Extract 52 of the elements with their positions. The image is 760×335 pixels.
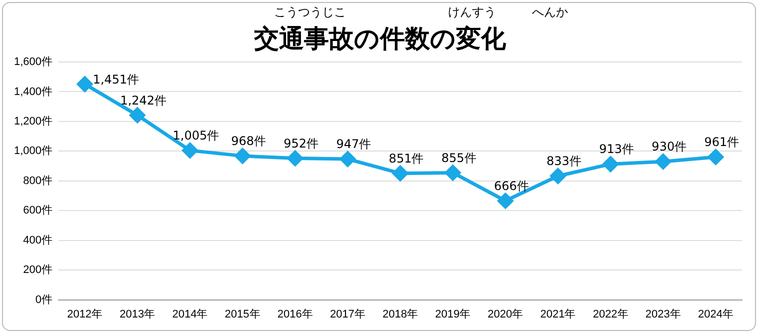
- x-tick-label: 2013年: [120, 308, 156, 320]
- point: [77, 76, 93, 92]
- data-label: 851件: [388, 151, 424, 166]
- x-tick-label: 2016年: [277, 308, 313, 320]
- x-tick-label: 2015年: [224, 308, 260, 320]
- text: へんか: [532, 4, 568, 21]
- point: [287, 150, 303, 166]
- point: [445, 164, 461, 180]
- data-label: 947件: [336, 137, 372, 152]
- data-label: 666件: [494, 178, 529, 193]
- data-label: 952件: [284, 136, 319, 150]
- point: [340, 151, 356, 167]
- data-label: 833件: [546, 154, 582, 168]
- y-tick-label: 200件: [23, 264, 53, 276]
- y-tick-label: 1,000件: [14, 145, 53, 158]
- point: [602, 156, 618, 172]
- data-label: 930件: [652, 140, 687, 154]
- data-label: 913件: [599, 142, 634, 156]
- point: [655, 154, 671, 170]
- x-tick-label: 2021年: [540, 308, 576, 320]
- point: [130, 107, 146, 123]
- y-tick-label: 1,400件: [14, 86, 53, 98]
- data-label: 968件: [231, 134, 266, 148]
- text: こうつうじこ: [274, 4, 346, 21]
- point: [182, 142, 198, 158]
- x-tick-label: 2018年: [382, 308, 418, 320]
- x-tick-label: 2017年: [330, 308, 366, 320]
- data-label: 961件: [704, 135, 740, 150]
- point: [708, 149, 724, 165]
- y-tick-label: 1,600件: [14, 56, 53, 68]
- chart-title: 交通事故の件数の変化: [253, 23, 507, 55]
- x-tick-label: 2019年: [435, 308, 471, 320]
- point: [392, 166, 408, 182]
- x-tick-label: 2014年: [172, 308, 208, 320]
- point: [550, 168, 566, 184]
- text: けんすう: [448, 4, 496, 21]
- data-label: 1,451件: [92, 72, 140, 86]
- x-tick-label: 2020年: [488, 308, 524, 320]
- data-label: 1,242件: [120, 93, 167, 108]
- y-tick-label: 1,200件: [14, 115, 53, 128]
- y-tick-label: 800件: [23, 174, 53, 187]
- point: [498, 193, 514, 209]
- y-tick-label: 400件: [23, 234, 53, 246]
- data-label: 1,005件: [172, 128, 220, 143]
- x-tick-label: 2022年: [592, 308, 628, 320]
- x-tick-label: 2023年: [645, 308, 681, 320]
- point: [234, 148, 250, 164]
- y-tick-label: 0件: [35, 294, 53, 306]
- data-label: 855件: [441, 150, 476, 165]
- y-tick-label: 600件: [23, 204, 53, 217]
- x-tick-label: 2024年: [698, 308, 734, 320]
- x-tick-label: 2012年: [67, 308, 103, 320]
